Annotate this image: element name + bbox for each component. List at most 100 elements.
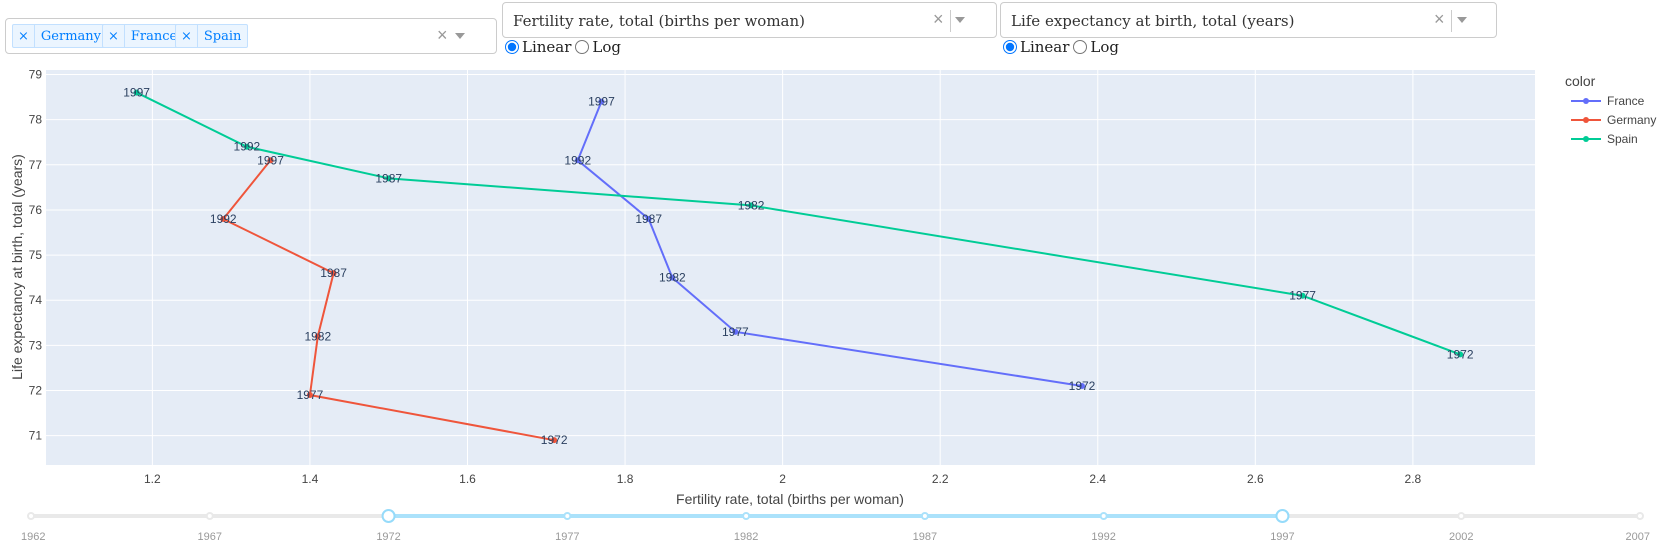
- series-germany: 1972 1977 1982 1987 1992 1997: [210, 153, 568, 447]
- data-point: [748, 202, 755, 209]
- x-indicator-value: Fertility rate, total (births per woman): [513, 12, 806, 30]
- y-tick-labels: 71 72 73 74 75 76 77 78 79: [29, 68, 43, 443]
- x-scale-linear-option[interactable]: Linear: [505, 38, 571, 56]
- point-label: 1972: [1069, 379, 1096, 393]
- slider-mark-label: 1977: [555, 531, 579, 543]
- remove-tag-icon[interactable]: ×: [176, 25, 198, 47]
- series-line: [576, 101, 1083, 387]
- y-scale-linear-option[interactable]: Linear: [1003, 38, 1069, 56]
- x-scale-linear-radio[interactable]: [505, 40, 519, 54]
- y-scale-radio-group: Linear Log: [1003, 38, 1123, 56]
- y-indicator-dropdown[interactable]: Life expectancy at birth, total (years) …: [1000, 2, 1497, 38]
- x-tick-label: 1.2: [144, 472, 161, 486]
- country-tag-label: Spain: [203, 28, 242, 44]
- series-line: [136, 91, 1461, 356]
- point-label: 1997: [123, 86, 150, 100]
- country-tag: × Spain: [175, 24, 249, 48]
- remove-tag-icon[interactable]: ×: [103, 25, 125, 47]
- legend: color France Germany Spain: [1565, 73, 1656, 146]
- y-tick-label: 73: [29, 338, 43, 352]
- slider-handle[interactable]: [1275, 509, 1290, 523]
- country-dropdown[interactable]: × Germany × France × Spain ×: [5, 18, 497, 54]
- slider-dot: [384, 512, 393, 520]
- data-point: [1299, 292, 1306, 299]
- x-indicator-clear-icon[interactable]: ×: [933, 9, 944, 29]
- country-tag: × Germany: [12, 24, 108, 48]
- legend-item-label: France: [1607, 94, 1645, 108]
- data-point: [385, 175, 392, 182]
- y-indicator-value: Life expectancy at birth, total (years): [1011, 12, 1295, 30]
- y-tick-label: 74: [29, 293, 43, 307]
- x-tick-label: 2.4: [1089, 472, 1106, 486]
- point-label: 1977: [722, 325, 749, 339]
- data-point: [306, 392, 313, 399]
- slider-mark-label: 1972: [376, 531, 400, 543]
- series-france: 1972 1977 1982 1987 1992 1997: [564, 95, 1095, 393]
- data-point: [669, 274, 676, 281]
- slider-handle[interactable]: [381, 509, 396, 523]
- y-axis-title: Life expectancy at birth, total (years): [9, 154, 25, 380]
- country-clear-icon[interactable]: ×: [437, 25, 448, 45]
- country-tag-label: France: [130, 28, 178, 44]
- slider-mark-label: 1992: [1091, 531, 1115, 543]
- y-scale-log-option[interactable]: Log: [1073, 38, 1119, 56]
- point-label: 1977: [1289, 289, 1316, 303]
- slider-mark-label: 1997: [1270, 531, 1294, 543]
- slider-mark-label: 1967: [198, 531, 222, 543]
- data-point: [574, 157, 581, 164]
- point-label: 1992: [564, 153, 591, 167]
- x-tick-label: 1.6: [459, 472, 476, 486]
- y-tick-label: 78: [29, 113, 43, 127]
- data-point: [598, 98, 605, 105]
- point-label: 1972: [541, 433, 568, 447]
- series-lines: 1972 1977 1982 1987 1992 1997 1972 1977 1982 1987…: [123, 86, 1474, 448]
- y-scale-linear-label: Linear: [1020, 38, 1070, 56]
- x-tick-label: 2.6: [1247, 472, 1264, 486]
- country-chevron-down-icon[interactable]: [455, 33, 465, 39]
- x-tick-labels: 1.2 1.4 1.6 1.8 2 2.2 2.4 2.6 2.8: [144, 472, 1422, 486]
- country-tag-label: Germany: [40, 28, 101, 44]
- data-point: [330, 270, 337, 277]
- y-indicator-clear-icon[interactable]: ×: [1434, 9, 1445, 29]
- series-line: [221, 159, 555, 442]
- y-tick-label: 72: [29, 384, 43, 398]
- y-scale-linear-radio[interactable]: [1003, 40, 1017, 54]
- slider-mark-label: 1987: [913, 531, 937, 543]
- data-point: [732, 328, 739, 335]
- year-range-slider[interactable]: 1962 1967 1972 1977 1982 1987 1992 1997 2002 2007: [21, 509, 1650, 543]
- slider-mark-label: 1962: [21, 531, 45, 543]
- slider-dot: [1636, 512, 1644, 520]
- data-point: [314, 333, 321, 340]
- point-label: 1997: [588, 95, 615, 109]
- x-indicator-chevron-down-icon[interactable]: [955, 17, 965, 23]
- series-spain: 1972 1977 1982 1987 1992 1997: [123, 86, 1474, 362]
- data-point: [1078, 383, 1085, 389]
- remove-tag-icon[interactable]: ×: [13, 25, 35, 47]
- legend-swatch-marker: [1583, 117, 1589, 123]
- x-scale-log-radio[interactable]: [575, 40, 590, 54]
- y-indicator-separator: [1451, 10, 1452, 32]
- legend-title: color: [1565, 73, 1596, 89]
- y-scale-log-radio[interactable]: [1073, 40, 1088, 54]
- y-indicator-chevron-down-icon[interactable]: [1457, 17, 1467, 23]
- slider-dot: [1457, 512, 1466, 520]
- y-tick-label: 76: [29, 203, 43, 217]
- point-label: 1987: [320, 266, 347, 280]
- point-label: 1987: [635, 212, 662, 226]
- slider-dot: [27, 512, 35, 520]
- x-indicator-dropdown[interactable]: Fertility rate, total (births per woman)…: [502, 2, 997, 38]
- slider-dot: [1278, 512, 1287, 520]
- x-scale-log-option[interactable]: Log: [575, 38, 621, 56]
- data-point: [133, 89, 140, 96]
- point-label: 1972: [1447, 347, 1474, 361]
- x-tick-label: 2.8: [1405, 472, 1422, 486]
- point-label: 1982: [304, 329, 331, 343]
- point-label: 1982: [659, 271, 686, 285]
- y-tick-label: 71: [29, 429, 43, 443]
- slider-dot: [742, 512, 751, 520]
- legend-item-label: Spain: [1607, 132, 1638, 146]
- point-label: 1992: [210, 212, 237, 226]
- grid-lines: [46, 70, 1535, 465]
- slider-mark-label: 1982: [734, 531, 758, 543]
- plot-area: [46, 70, 1535, 465]
